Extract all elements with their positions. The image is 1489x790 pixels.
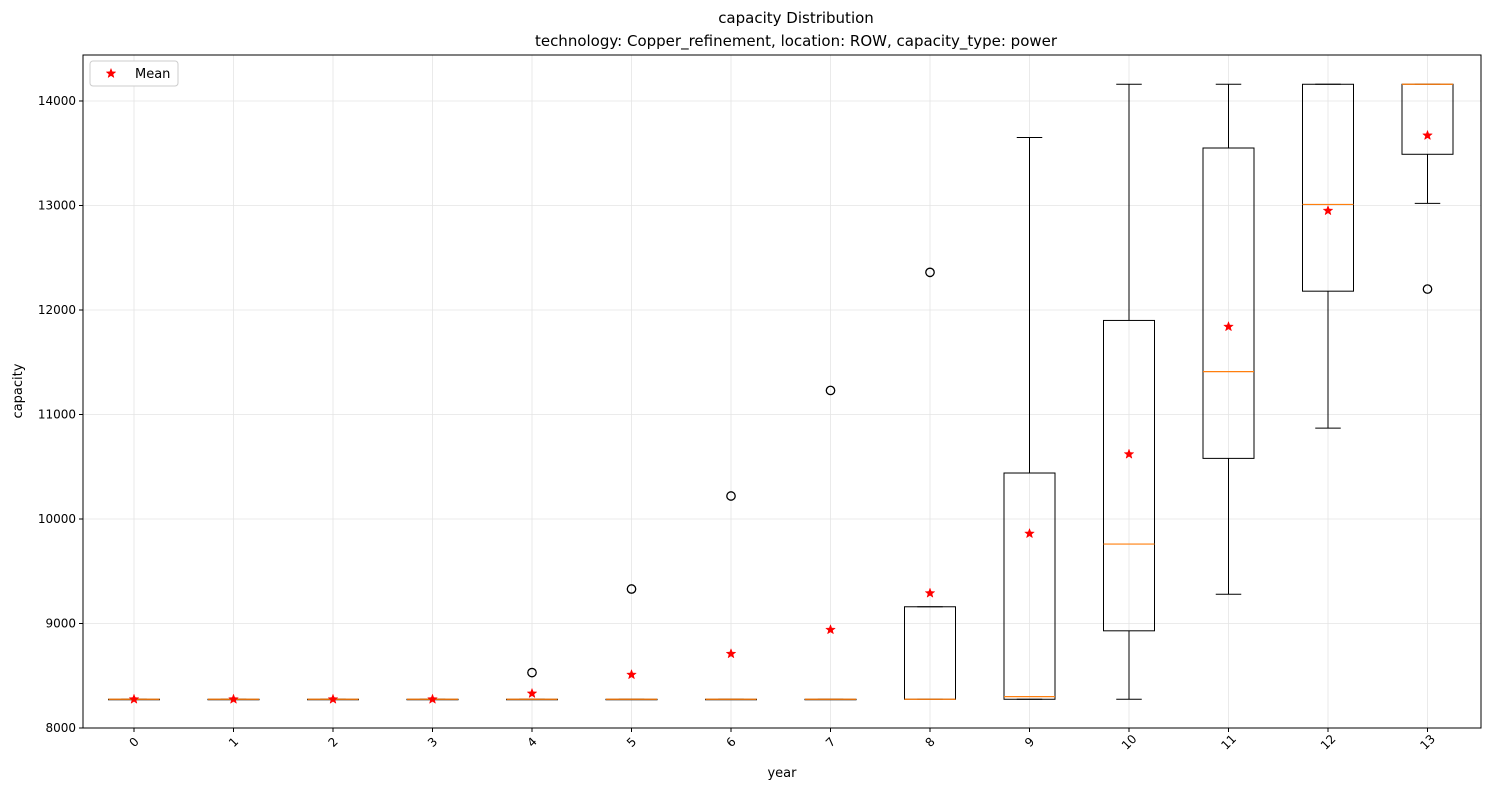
iqr-box	[1302, 83, 1354, 292]
x-tick-label: 7	[823, 735, 838, 750]
box-year-7	[804, 385, 857, 701]
y-tick-label: 9000	[45, 616, 76, 630]
y-axis-ticks: 8000 9000 10000 11000 12000 13000 14000	[38, 94, 83, 735]
chart-subtitle: technology: Copper_refinement, location:…	[535, 32, 1058, 51]
box-year-10	[1103, 83, 1155, 700]
x-tick-label: 3	[425, 735, 440, 750]
iqr-box	[1202, 147, 1255, 459]
y-tick-label: 10000	[38, 512, 76, 526]
x-axis-label: year	[767, 766, 797, 781]
mean-markers	[128, 129, 1433, 704]
mean-marker	[327, 693, 339, 704]
mean-marker	[1422, 129, 1433, 141]
iqr-box	[1003, 472, 1056, 700]
x-tick-label: 0	[127, 735, 142, 750]
outlier-point	[726, 491, 736, 501]
mean-marker	[924, 587, 936, 598]
mean-marker	[1223, 320, 1234, 332]
y-tick-label: 12000	[38, 303, 76, 317]
outlier-point	[527, 667, 537, 678]
legend-frame	[89, 60, 179, 87]
x-tick-label: 6	[724, 735, 739, 750]
x-tick-label: 8	[923, 735, 938, 750]
mean-marker	[825, 624, 836, 635]
outlier-point	[626, 584, 637, 594]
mean-marker	[1024, 527, 1035, 539]
x-tick-label: 13	[1417, 732, 1438, 753]
y-tick-label: 14000	[38, 94, 76, 108]
x-tick-label: 1	[226, 735, 241, 750]
mean-marker	[725, 648, 737, 659]
plot-frame	[82, 54, 1482, 729]
box-year-12	[1302, 83, 1354, 429]
outlier-point	[925, 267, 935, 278]
mean-marker	[526, 687, 538, 699]
y-tick-label: 8000	[45, 721, 76, 735]
x-tick-label: 11	[1218, 732, 1239, 753]
legend-label-mean: Mean	[135, 67, 170, 82]
mean-marker	[626, 668, 637, 680]
boxes	[108, 83, 1454, 701]
legend-star-icon	[105, 67, 117, 79]
x-tick-label: 4	[525, 735, 540, 750]
box-year-11	[1202, 83, 1255, 595]
box-year-9	[1003, 137, 1056, 700]
x-tick-label: 2	[326, 735, 341, 750]
box-year-6	[705, 491, 757, 701]
mean-marker	[228, 693, 239, 704]
box-year-4	[506, 667, 558, 701]
iqr-box	[1103, 319, 1155, 632]
x-tick-label: 10	[1119, 732, 1140, 753]
chart-title: capacity Distribution	[718, 9, 874, 27]
mean-marker	[128, 693, 140, 704]
grid	[83, 55, 1481, 729]
box-year-5	[605, 584, 658, 701]
x-tick-label: 9	[1022, 735, 1037, 750]
mean-marker	[1322, 204, 1334, 216]
mean-marker	[1123, 448, 1135, 459]
legend: Mean	[89, 60, 179, 87]
y-tick-label: 13000	[38, 198, 76, 212]
y-axis-label: capacity	[11, 363, 26, 418]
outlier-point	[825, 385, 836, 396]
x-tick-label: 12	[1318, 732, 1339, 753]
y-tick-label: 11000	[38, 407, 76, 421]
mean-marker	[427, 693, 438, 704]
outlier-point	[1422, 284, 1433, 294]
box-year-13	[1401, 83, 1454, 294]
x-tick-label: 5	[624, 735, 639, 750]
box-year-8	[904, 267, 956, 700]
x-axis-ticks: 0 1 2 3 4 5 6 7 8 9 10 11 12 13	[127, 728, 1438, 753]
